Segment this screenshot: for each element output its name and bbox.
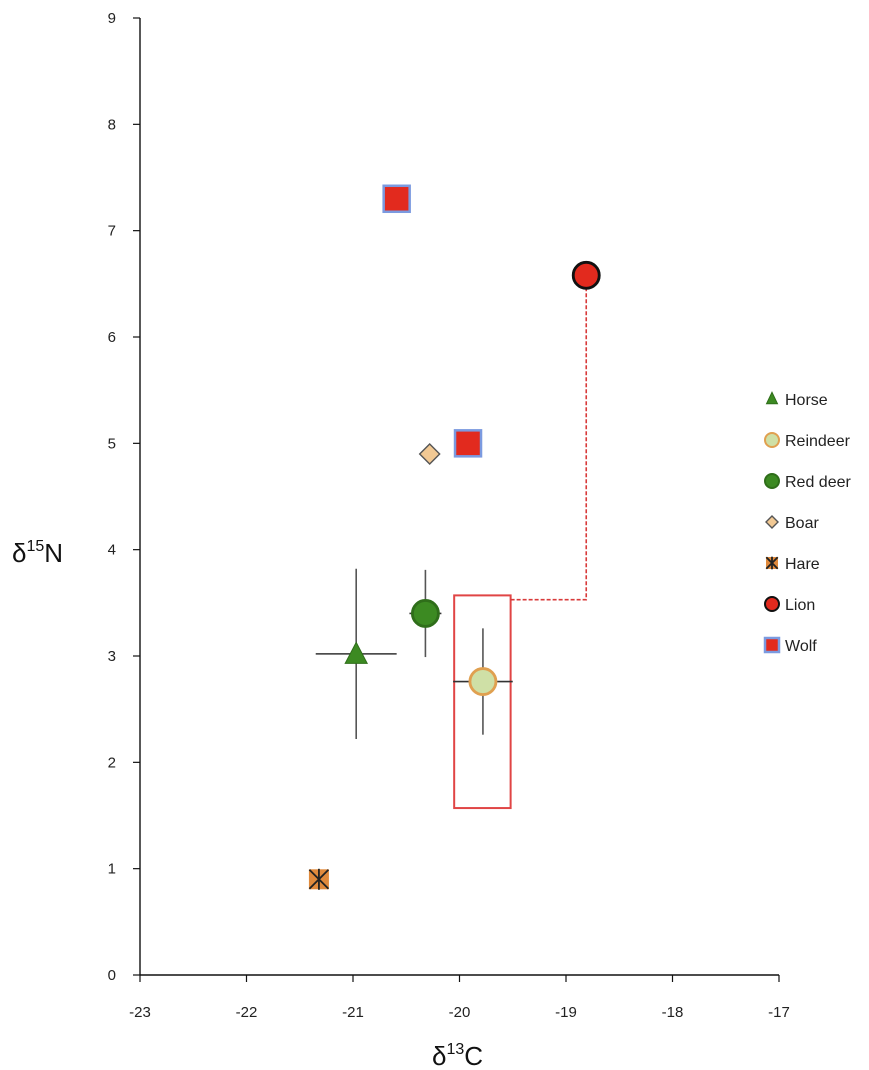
legend-label-reindeer: Reindeer bbox=[785, 433, 851, 450]
boar-point bbox=[418, 442, 441, 465]
y-tick-label: 5 bbox=[108, 435, 116, 452]
legend-label-red-deer: Red deer bbox=[785, 474, 851, 491]
legend-label-boar: Boar bbox=[785, 515, 819, 532]
legend-item-lion: Lion bbox=[764, 596, 815, 614]
dashed-connector bbox=[510, 289, 588, 601]
legend-label-lion: Lion bbox=[785, 597, 815, 614]
legend-item-wolf: Wolf bbox=[763, 636, 817, 655]
x-tick-label: -20 bbox=[449, 1004, 471, 1021]
reindeer-point bbox=[468, 667, 498, 696]
horse-point bbox=[344, 641, 369, 664]
legend-item-horse: Horse bbox=[765, 391, 828, 409]
legend-item-boar: Boar bbox=[765, 515, 819, 532]
wolf-point bbox=[453, 429, 483, 458]
x-tick-label: -17 bbox=[768, 1004, 790, 1021]
legend-marker-red-deer bbox=[764, 473, 780, 489]
x-tick-label: -23 bbox=[129, 1004, 151, 1021]
y-tick-label: 2 bbox=[108, 754, 116, 771]
y-tick-label: 3 bbox=[108, 648, 116, 665]
y-tick-label: 8 bbox=[108, 116, 116, 133]
y-tick-label: 7 bbox=[108, 223, 116, 240]
y-tick-label: 6 bbox=[108, 329, 116, 346]
legend-item-reindeer: Reindeer bbox=[764, 432, 851, 450]
legend-label-hare: Hare bbox=[785, 556, 820, 573]
y-tick-label: 9 bbox=[108, 10, 116, 27]
y-axis-title: δ15N bbox=[12, 538, 63, 568]
legend-marker-horse bbox=[765, 391, 779, 405]
lion-point bbox=[571, 260, 601, 290]
data-points bbox=[308, 184, 601, 890]
x-tick-label: -22 bbox=[236, 1004, 258, 1021]
legend: Horse Reindeer Red deer Boar Hare Lion Wolf bbox=[763, 391, 851, 655]
hare-point bbox=[308, 868, 330, 890]
legend-marker-boar bbox=[765, 515, 779, 529]
legend-marker-lion bbox=[764, 596, 780, 612]
x-tick-label: -21 bbox=[342, 1004, 364, 1021]
x-axis-title: δ13C bbox=[432, 1041, 483, 1070]
y-tick-label: 4 bbox=[108, 542, 116, 559]
wolf-point bbox=[382, 184, 411, 214]
x-tick-label: -19 bbox=[555, 1004, 577, 1021]
x-tick-label: -18 bbox=[662, 1004, 684, 1021]
y-tick-label: 1 bbox=[108, 861, 116, 878]
legend-label-horse: Horse bbox=[785, 392, 828, 409]
legend-item-red-deer: Red deer bbox=[764, 473, 851, 491]
annotations bbox=[453, 289, 588, 810]
highlight-box bbox=[453, 594, 512, 810]
legend-marker-hare bbox=[765, 556, 779, 570]
legend-label-wolf: Wolf bbox=[785, 638, 817, 655]
red-deer-point bbox=[410, 599, 440, 628]
axes: -23 -22 -21 -20 -19 -18 -17 0 1 2 3 4 5 6 7 8 9 bbox=[108, 10, 790, 1021]
y-tick-label: 0 bbox=[108, 967, 116, 984]
legend-item-hare: Hare bbox=[765, 556, 820, 573]
error-bars bbox=[315, 568, 513, 739]
legend-marker-wolf bbox=[763, 636, 781, 654]
legend-marker-reindeer bbox=[764, 432, 780, 448]
